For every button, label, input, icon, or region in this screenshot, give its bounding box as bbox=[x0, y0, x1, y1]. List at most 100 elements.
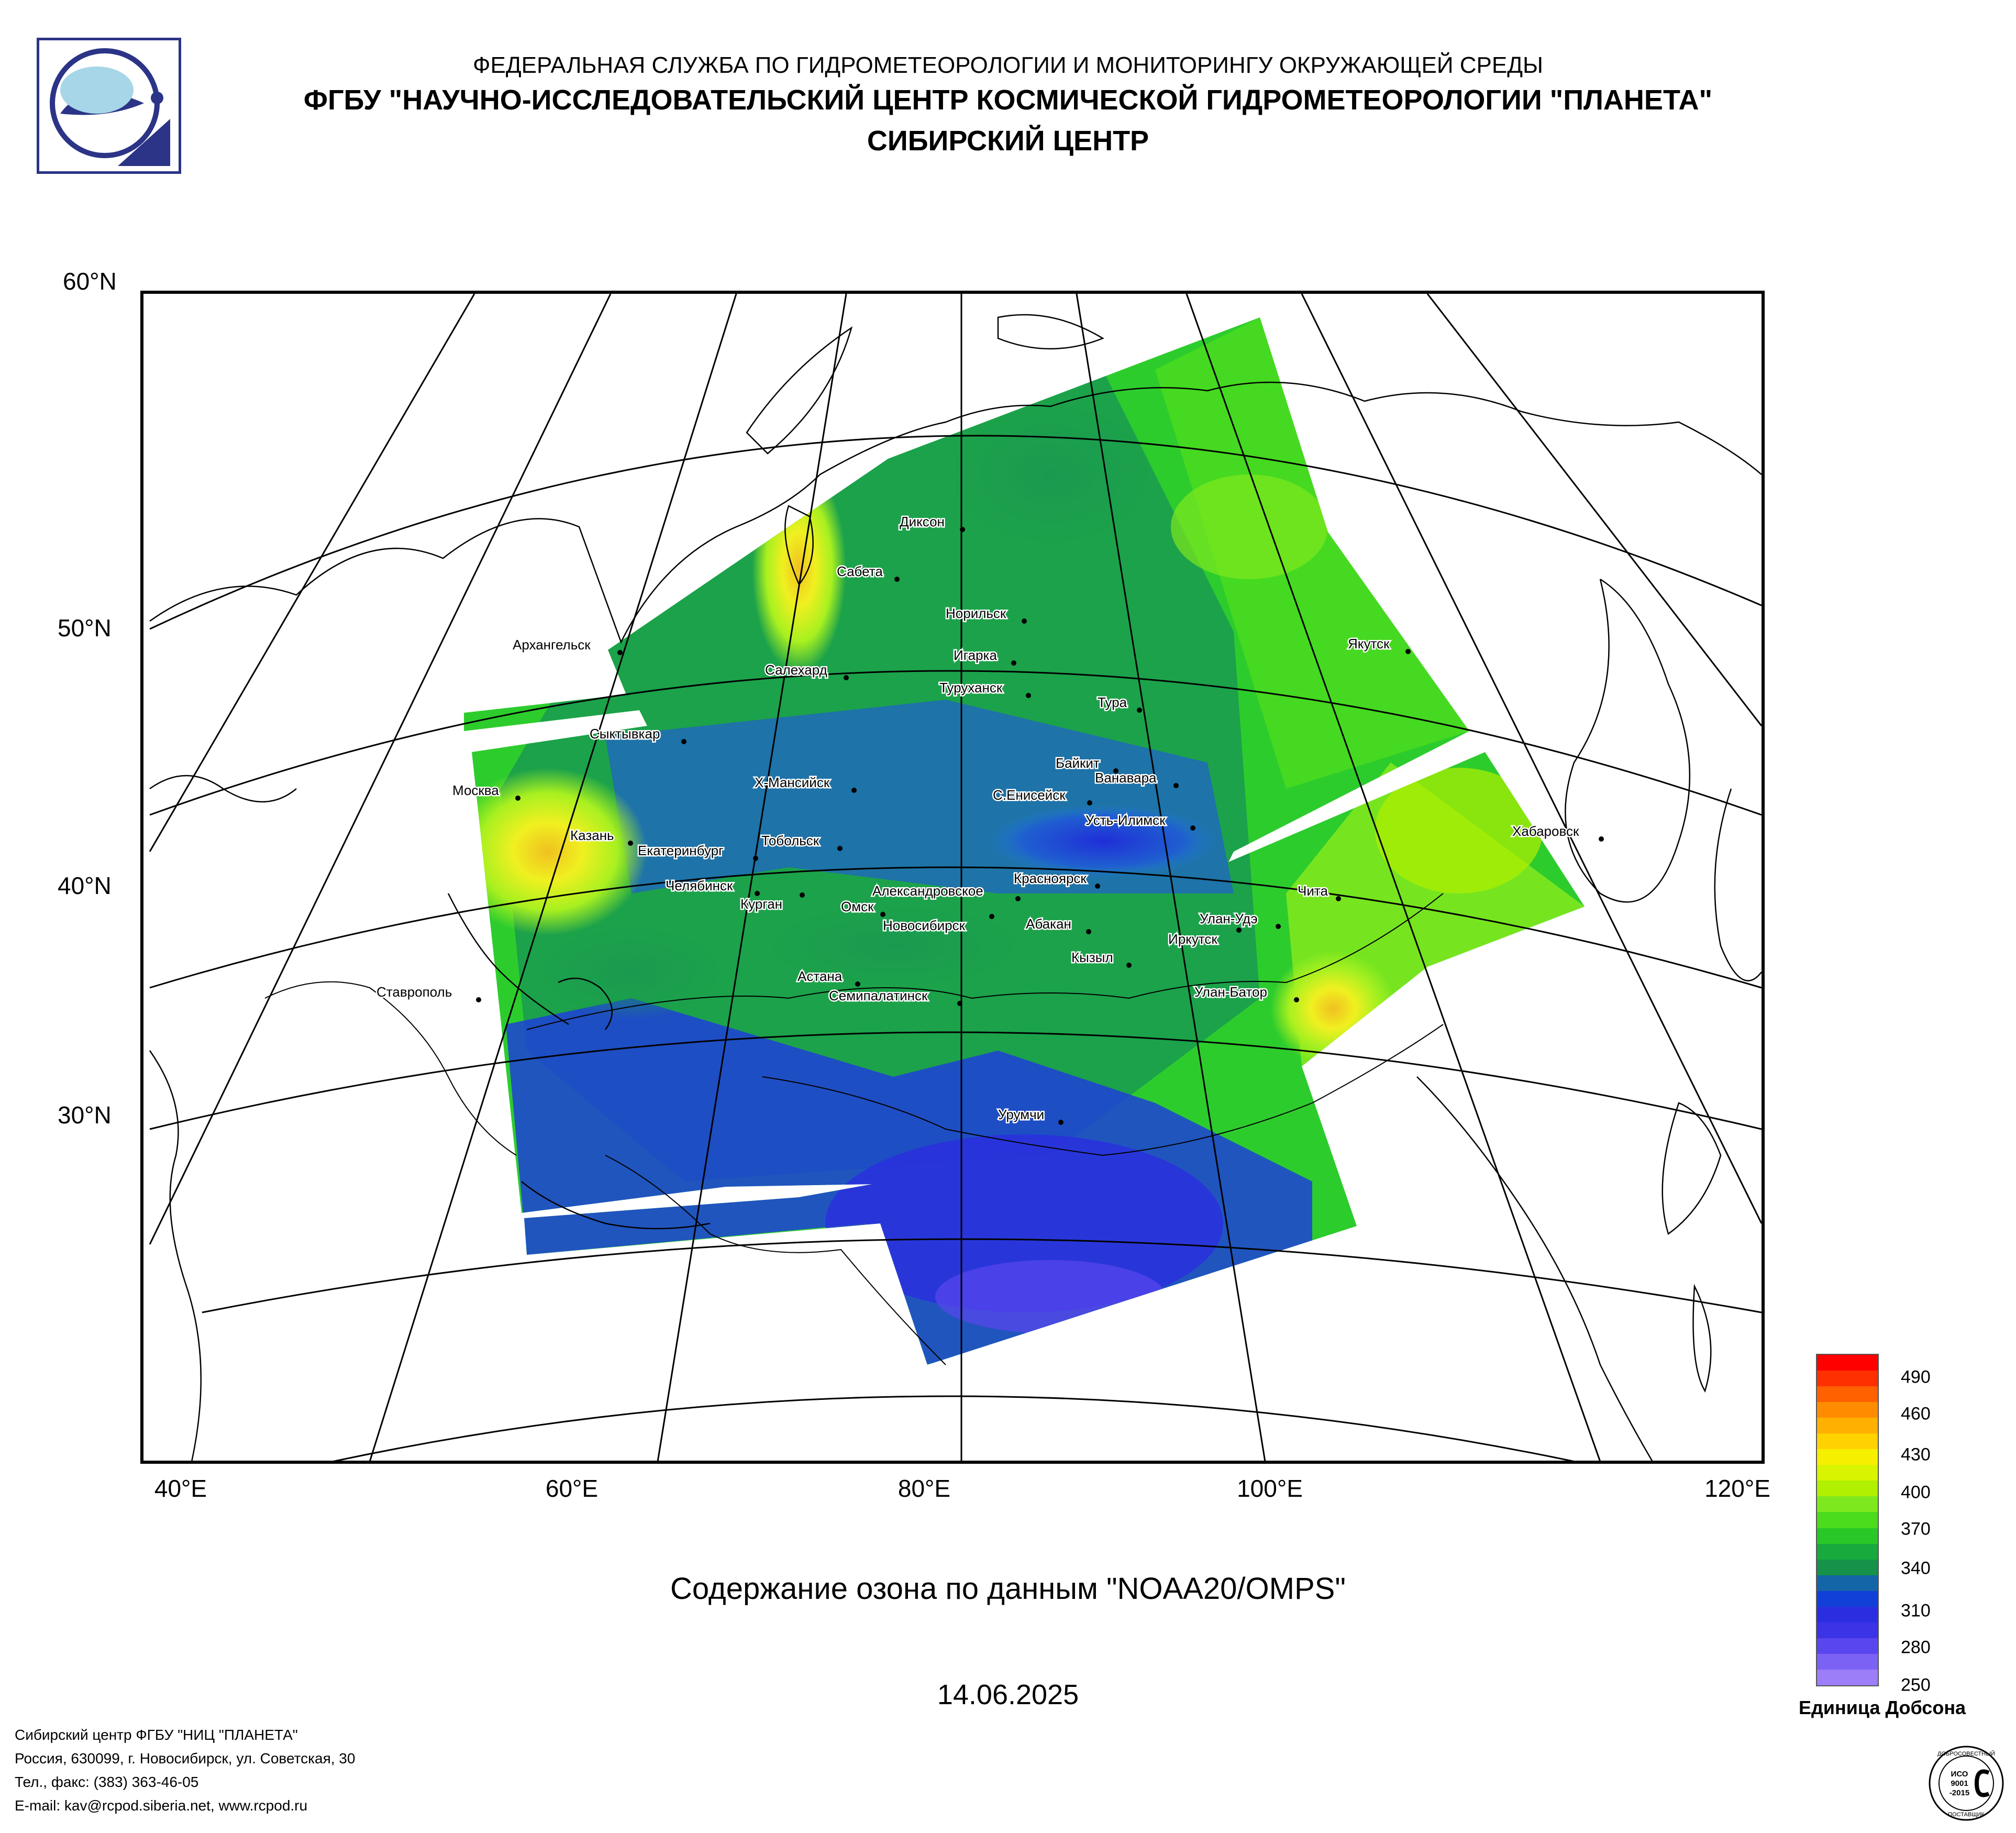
city-kurgan: Курган bbox=[739, 892, 805, 913]
legend-swatch bbox=[1817, 1622, 1878, 1639]
lat-label-60: 60°N bbox=[63, 268, 117, 295]
svg-text:Абакан: Абакан bbox=[1026, 916, 1071, 932]
svg-text:Семипалатинск: Семипалатинск bbox=[829, 988, 928, 1003]
legend-swatch bbox=[1817, 1528, 1878, 1544]
city-moskva: Москва bbox=[451, 781, 520, 801]
svg-text:Новосибирск: Новосибирск bbox=[883, 918, 966, 933]
map-title: Содержание озона по данным "NOAA20/OMPS" bbox=[670, 1572, 1346, 1606]
legend-swatch bbox=[1817, 1481, 1878, 1497]
svg-text:Иркутск: Иркутск bbox=[1168, 931, 1217, 947]
city-khabarovsk: Хабаровск bbox=[1511, 822, 1604, 842]
footer-line-3: Тел., факс: (383) 363-46-05 bbox=[15, 1774, 199, 1790]
svg-text:Усть-Илимск: Усть-Илимск bbox=[1085, 812, 1166, 828]
legend-swatch bbox=[1817, 1575, 1878, 1592]
svg-text:Сыктывкар: Сыктывкар bbox=[590, 726, 660, 742]
iso-top-text: ДОБРОСОВЕСТНЫЙ bbox=[1937, 1750, 1995, 1757]
legend-swatch bbox=[1817, 1606, 1878, 1624]
ozone-map-svg: Диксон Сабета Норильск Игарка Туруханск … bbox=[149, 294, 1762, 1461]
org-line-1: ФЕДЕРАЛЬНАЯ СЛУЖБА ПО ГИДРОМЕТЕОРОЛОГИИ … bbox=[473, 52, 1543, 78]
lon-label-40: 40°E bbox=[154, 1475, 207, 1502]
city-baikit: Байкит bbox=[1055, 754, 1118, 774]
city-kyzyl: Кызыл bbox=[1070, 948, 1132, 968]
legend-tick-310: 310 bbox=[1901, 1600, 1931, 1621]
city-norilsk: Норильск bbox=[945, 604, 1027, 624]
city-igarka: Игарка bbox=[952, 646, 1016, 666]
lon-label-80: 80°E bbox=[898, 1475, 951, 1502]
svg-text:Сабета: Сабета bbox=[837, 564, 883, 579]
iso-bottom-text: ПОСТАВЩИК bbox=[1948, 1812, 1985, 1818]
legend-swatch bbox=[1817, 1653, 1878, 1671]
legend-unit: Единица Добсона bbox=[1799, 1697, 1966, 1718]
legend-tick-250: 250 bbox=[1901, 1675, 1931, 1695]
svg-text:Курган: Курган bbox=[740, 896, 782, 912]
legend-swatch bbox=[1817, 1386, 1878, 1403]
svg-text:Архангельск: Архангельск bbox=[513, 637, 591, 653]
svg-text:Чита: Чита bbox=[1298, 883, 1328, 899]
legend-swatch bbox=[1817, 1449, 1878, 1466]
city-chita: Чита bbox=[1297, 882, 1341, 901]
legend-swatch bbox=[1817, 1496, 1878, 1513]
lon-label-120: 120°E bbox=[1704, 1475, 1770, 1502]
city-abakan: Абакан bbox=[1025, 915, 1091, 934]
city-markers: Диксон Сабета Норильск Игарка Туруханск … bbox=[375, 513, 1604, 1125]
svg-text:Омск: Омск bbox=[841, 899, 874, 914]
iso-line-1: ИСО bbox=[1951, 1770, 1968, 1779]
legend-swatch bbox=[1817, 1465, 1878, 1482]
country-borders bbox=[264, 893, 1444, 1365]
footer-contacts: Сибирский центр ФГБУ "НИЦ "ПЛАНЕТА" Росс… bbox=[15, 1723, 355, 1817]
city-novosibirsk: Новосибирск bbox=[882, 914, 994, 935]
legend-tick-460: 460 bbox=[1901, 1404, 1931, 1424]
lon-label-60: 60°E bbox=[545, 1475, 599, 1502]
lat-label-40: 40°N bbox=[58, 872, 112, 899]
legend-swatch bbox=[1817, 1418, 1878, 1434]
legend-tick-370: 370 bbox=[1901, 1519, 1931, 1539]
footer-line-2: Россия, 630099, г. Новосибирск, ул. Сове… bbox=[15, 1750, 356, 1766]
svg-text:Казань: Казань bbox=[570, 827, 614, 843]
svg-text:Улан-Удэ: Улан-Удэ bbox=[1200, 911, 1258, 926]
city-sabeta: Сабета bbox=[836, 562, 900, 582]
city-aleksandrovskoe: Александровское bbox=[871, 882, 1021, 901]
city-krasnoyarsk: Красноярск bbox=[1013, 869, 1100, 889]
svg-text:Хабаровск: Хабаровск bbox=[1512, 823, 1579, 839]
legend-tick-490: 490 bbox=[1901, 1367, 1931, 1387]
svg-text:Салехард: Салехард bbox=[765, 662, 827, 678]
city-s-yeniseysk: С.Енисейск bbox=[992, 786, 1092, 805]
svg-text:Х-Мансийск: Х-Мансийск bbox=[755, 775, 830, 790]
svg-text:Тобольск: Тобольск bbox=[761, 833, 819, 848]
lon-label-100: 100°E bbox=[1237, 1475, 1303, 1502]
city-syktyvkar: Сыктывкар bbox=[589, 725, 686, 744]
legend-swatch bbox=[1817, 1433, 1878, 1450]
svg-text:Ванавара: Ванавара bbox=[1095, 770, 1157, 786]
graticule bbox=[149, 294, 1762, 1461]
legend-tick-430: 430 bbox=[1901, 1444, 1931, 1465]
city-yakutsk: Якутск bbox=[1347, 635, 1411, 654]
city-tura: Тура bbox=[1096, 693, 1142, 713]
legend-tick-280: 280 bbox=[1901, 1637, 1931, 1658]
city-salekhard: Салехард bbox=[764, 661, 849, 680]
city-urumqi: Урумчи bbox=[997, 1106, 1064, 1125]
legend-swatch bbox=[1817, 1355, 1878, 1372]
legend-swatch bbox=[1817, 1591, 1878, 1607]
svg-text:Улан-Батор: Улан-Батор bbox=[1194, 984, 1267, 1000]
city-ulan-bator: Улан-Батор bbox=[1193, 983, 1299, 1002]
city-khanty-mansiysk: Х-Мансийск bbox=[754, 774, 857, 793]
city-stavropol: Ставрополь bbox=[375, 983, 481, 1002]
footer-email[interactable]: E-mail: kav@rcpod.siberia.net, www.rcpod… bbox=[15, 1797, 308, 1814]
city-arkhangelsk: Архангельск bbox=[512, 636, 623, 655]
legend-swatch bbox=[1817, 1669, 1878, 1685]
svg-text:Москва: Москва bbox=[452, 782, 499, 798]
svg-text:Кызыл: Кызыл bbox=[1071, 949, 1113, 965]
city-dikson: Диксон bbox=[899, 513, 965, 532]
ozone-map[interactable]: Диксон Сабета Норильск Игарка Туруханск … bbox=[140, 291, 1765, 1464]
city-kazan: Казань bbox=[569, 826, 633, 846]
svg-text:Игарка: Игарка bbox=[954, 647, 997, 663]
lat-label-30: 30°N bbox=[58, 1101, 112, 1129]
svg-text:С.Енисейск: С.Енисейск bbox=[993, 787, 1066, 803]
svg-text:Диксон: Диксон bbox=[900, 514, 945, 529]
svg-text:Ставрополь: Ставрополь bbox=[376, 984, 452, 1000]
footer-line-1: Сибирский центр ФГБУ "НИЦ "ПЛАНЕТА" bbox=[15, 1727, 298, 1743]
svg-text:Норильск: Норильск bbox=[946, 605, 1006, 621]
svg-text:Красноярск: Красноярск bbox=[1014, 870, 1087, 886]
legend-swatch bbox=[1817, 1402, 1878, 1419]
city-vanavara: Ванавара bbox=[1094, 769, 1179, 788]
